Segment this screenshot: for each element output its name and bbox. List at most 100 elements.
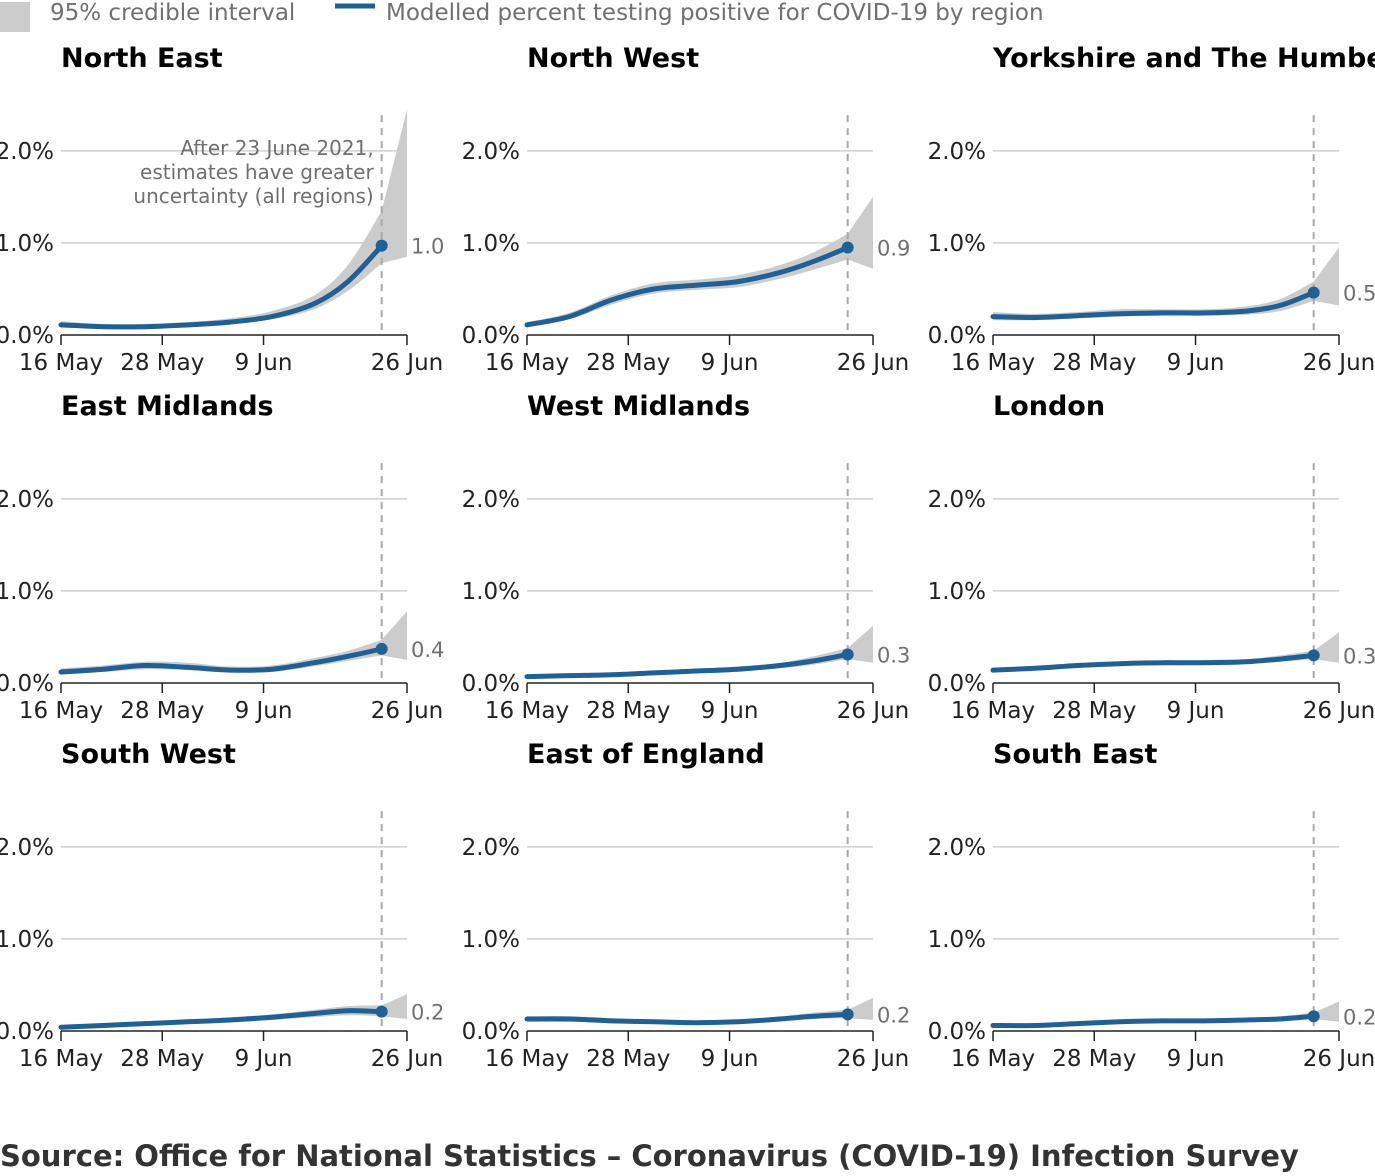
latest-estimate-label: 0.5	[1343, 282, 1375, 306]
x-tick-label: 26 Jun	[837, 350, 910, 376]
panel-west-midlands: West Midlands 0.0% 1.0% 2.0% 16 May 28 May 9 J…	[462, 391, 911, 724]
legend-interval-label: 95% credible interval	[50, 0, 295, 26]
y-tick-label: 1.0%	[462, 579, 520, 605]
x-tick-label: 26 Jun	[371, 1046, 444, 1072]
x-tick-label: 28 May	[120, 1046, 204, 1072]
annotation-line: After 23 June 2021,	[180, 136, 373, 160]
y-tick-label: 1.0%	[0, 231, 54, 257]
latest-estimate-label: 0.4	[411, 638, 444, 662]
panel-north-east: North East 0.0% 1.0% 2.0% 16 May 28 May 9 Jun 2…	[0, 43, 444, 376]
x-tick-label: 9 Jun	[235, 350, 293, 376]
x-tick-label: 16 May	[485, 1046, 569, 1072]
latest-estimate-point	[841, 241, 854, 254]
x-tick-label: 9 Jun	[235, 1046, 293, 1072]
x-tick-label: 9 Jun	[701, 1046, 759, 1072]
x-tick-label: 28 May	[120, 698, 204, 724]
legend: 95% credible interval Modelled percent t…	[0, 0, 1044, 32]
y-tick-label: 2.0%	[928, 835, 986, 861]
x-tick-label: 9 Jun	[701, 698, 759, 724]
x-tick-label: 9 Jun	[1167, 350, 1225, 376]
legend-line-label: Modelled percent testing positive for CO…	[386, 0, 1044, 26]
y-tick-label: 2.0%	[0, 835, 54, 861]
panel-london: London 0.0% 1.0% 2.0% 16 May 28 May 9 Jun 26 Ju…	[928, 391, 1375, 724]
latest-estimate-point	[841, 1008, 854, 1021]
panel-title: North West	[527, 43, 699, 74]
y-tick-label: 2.0%	[0, 487, 54, 513]
panel-east-of-england: East of England 0.0% 1.0% 2.0% 16 May 28 May 9…	[462, 739, 911, 1072]
x-tick-label: 26 Jun	[837, 698, 910, 724]
y-tick-label: 0.0%	[0, 671, 54, 697]
positivity-line	[58, 646, 385, 675]
latest-estimate-label: 0.2	[411, 1001, 444, 1025]
annotation-line: uncertainty (all regions)	[133, 184, 373, 208]
latest-estimate-point	[1307, 1010, 1320, 1023]
uncertainty-annotation: After 23 June 2021,estimates have greate…	[133, 136, 374, 208]
y-tick-label: 0.0%	[928, 671, 986, 697]
y-tick-label: 1.0%	[0, 579, 54, 605]
y-tick-label: 2.0%	[462, 835, 520, 861]
latest-estimate-label: 1.0	[411, 235, 444, 259]
panel-south-east: South East 0.0% 1.0% 2.0% 16 May 28 May 9 Jun 2…	[928, 739, 1375, 1072]
y-tick-label: 0.0%	[0, 323, 54, 349]
annotation-line: estimates have greater	[140, 160, 374, 184]
panel-yorkshire-and-the-humber: Yorkshire and The Humber 0.0% 1.0% 2.0% 16 M…	[928, 43, 1375, 376]
credible-interval-band	[527, 196, 873, 327]
x-tick-label: 28 May	[586, 1046, 670, 1072]
y-tick-label: 0.0%	[462, 323, 520, 349]
y-tick-label: 0.0%	[928, 323, 986, 349]
y-tick-label: 1.0%	[462, 231, 520, 257]
y-tick-label: 2.0%	[0, 139, 54, 165]
y-tick-label: 0.0%	[462, 1019, 520, 1045]
x-tick-label: 9 Jun	[1167, 1046, 1225, 1072]
y-tick-label: 1.0%	[462, 927, 520, 953]
positivity-line	[58, 1008, 385, 1030]
x-tick-label: 28 May	[586, 350, 670, 376]
panel-east-midlands: East Midlands 0.0% 1.0% 2.0% 16 May 28 May 9 J…	[0, 391, 444, 724]
latest-estimate-label: 0.3	[1343, 644, 1375, 668]
y-tick-label: 2.0%	[928, 487, 986, 513]
x-tick-label: 28 May	[1052, 1046, 1136, 1072]
panel-title: South West	[61, 739, 236, 770]
latest-estimate-point	[1307, 286, 1320, 299]
source-note: Source: Office for National Statistics –…	[0, 1139, 1299, 1173]
legend-interval-swatch	[0, 2, 30, 32]
panel-south-west: South West 0.0% 1.0% 2.0% 16 May 28 May 9 Jun 2…	[0, 739, 444, 1072]
y-tick-label: 1.0%	[928, 579, 986, 605]
credible-interval-band	[993, 247, 1339, 321]
y-tick-label: 2.0%	[928, 139, 986, 165]
x-tick-label: 16 May	[485, 698, 569, 724]
positivity-line	[990, 1013, 1317, 1029]
panel-title: North East	[61, 43, 223, 74]
x-tick-label: 26 Jun	[837, 1046, 910, 1072]
y-tick-label: 1.0%	[928, 927, 986, 953]
latest-estimate-point	[841, 648, 854, 661]
panel-title: London	[993, 391, 1105, 422]
latest-estimate-label: 0.2	[877, 1003, 910, 1027]
panel-title: Yorkshire and The Humber	[992, 43, 1375, 74]
x-tick-label: 16 May	[951, 350, 1035, 376]
latest-estimate-point	[375, 642, 388, 655]
latest-estimate-label: 0.9	[877, 237, 910, 261]
latest-estimate-point	[375, 1005, 388, 1018]
latest-estimate-point	[375, 239, 388, 252]
positivity-line	[990, 290, 1317, 321]
x-tick-label: 16 May	[19, 1046, 103, 1072]
y-tick-label: 2.0%	[462, 487, 520, 513]
positivity-line	[58, 243, 385, 330]
panel-north-west: North West 0.0% 1.0% 2.0% 16 May 28 May 9 Jun 2…	[462, 43, 911, 376]
y-tick-label: 0.0%	[928, 1019, 986, 1045]
credible-interval-band	[61, 611, 407, 675]
x-tick-label: 26 Jun	[371, 350, 444, 376]
panel-title: West Midlands	[527, 391, 750, 422]
x-tick-label: 28 May	[120, 350, 204, 376]
y-tick-label: 0.0%	[0, 1019, 54, 1045]
x-tick-label: 16 May	[19, 698, 103, 724]
positivity-line	[524, 245, 851, 328]
x-tick-label: 9 Jun	[1167, 698, 1225, 724]
x-tick-label: 28 May	[1052, 350, 1136, 376]
x-tick-label: 28 May	[1052, 698, 1136, 724]
x-tick-label: 26 Jun	[1303, 350, 1375, 376]
panel-title: South East	[993, 739, 1157, 770]
x-tick-label: 9 Jun	[235, 698, 293, 724]
